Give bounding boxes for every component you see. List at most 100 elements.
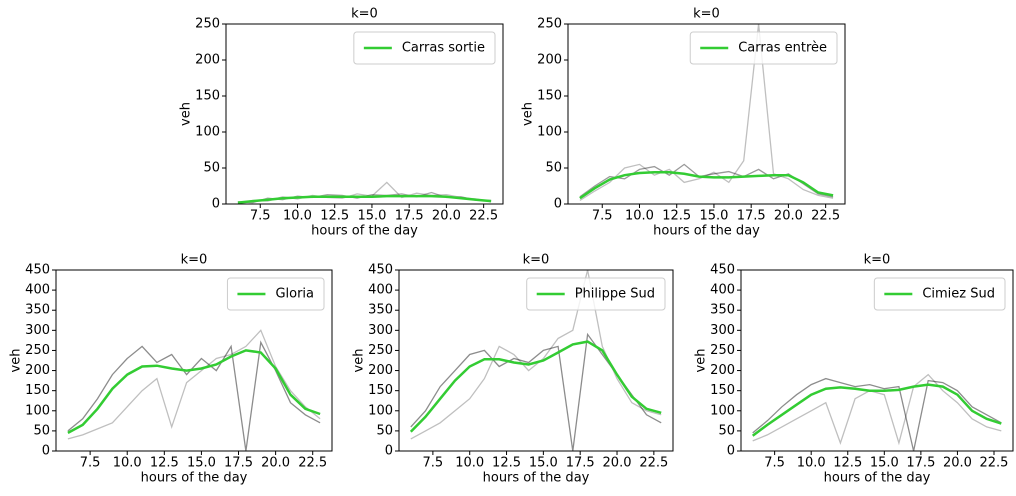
x-tick-label: 15.0 [357,209,386,224]
y-tick-label: 50 [545,161,562,176]
trace-line [410,270,662,440]
x-tick-label: 22.5 [469,209,498,224]
x-tick-label: 20.0 [774,209,803,224]
x-tick-label: 10.0 [625,209,654,224]
legend-label: Philippe Sud [575,287,655,302]
y-tick-label: 0 [554,197,562,212]
trace-line [410,332,662,451]
x-tick-label: 15.0 [529,456,558,471]
y-tick-label: 400 [25,283,50,298]
chart-title: k=0 [523,253,550,268]
axes-frame [567,23,846,205]
x-tick-label: 22.5 [639,456,668,471]
x-tick-label: 7.5 [592,209,613,224]
legend: Philippe Sud [526,277,666,311]
x-axis-label: hours of the day [653,224,760,239]
trace-line [579,24,834,201]
x-tick-label: 22.5 [980,456,1009,471]
legend: Carras entrèe [689,31,838,65]
y-tick-label: 0 [385,444,393,459]
legend: Cimiez Sud [873,277,1006,311]
x-tick-label: 20.0 [603,456,632,471]
legend-label: Carras sortie [402,41,485,56]
legend-label: Carras entrèe [738,41,827,56]
panel: 7.5 10.0 12.5 15.0 17.5 20.0 22.5 0 50 100 150 200 2… [694,253,1014,486]
legend-box [873,277,1006,311]
legend: Gloria [226,277,325,311]
x-tick-label: 15.0 [699,209,728,224]
trace-line [237,181,492,204]
y-tick-label: 250 [25,343,50,358]
y-tick-label: 250 [368,343,393,358]
y-tick-label: 100 [195,125,220,140]
y-tick-label: 450 [710,263,735,278]
y-tick-label: 100 [368,403,393,418]
x-tick-label: 12.5 [662,209,691,224]
x-tick-label: 17.5 [566,456,595,471]
y-tick-label: 350 [368,303,393,318]
y-tick-label: 200 [710,363,735,378]
x-tick-label: 20.0 [943,456,972,471]
x-tick-label: 15.0 [187,456,216,471]
x-tick-label: 17.5 [906,456,935,471]
y-tick-label: 0 [727,444,735,459]
legend-box [226,277,325,311]
x-axis-label: hours of the day [483,471,590,486]
x-tick-label: 10.0 [283,209,312,224]
x-axis-label: hours of the day [824,471,931,486]
y-tick-label: 150 [25,383,50,398]
legend-box [689,31,838,65]
y-axis-label: veh [694,349,709,373]
legend-label: Gloria [275,287,314,302]
x-tick-label: 10.0 [113,456,142,471]
mean-line [237,194,492,204]
axes-frame [225,23,504,205]
x-tick-label: 20.0 [432,209,461,224]
x-tick-label: 22.5 [298,456,327,471]
y-tick-label: 200 [195,53,220,68]
y-axis-label: veh [179,102,194,126]
y-tick-label: 300 [25,323,50,338]
trace-line [752,373,1002,446]
chart-title: k=0 [181,253,208,268]
chart-title: k=0 [693,7,720,22]
x-tick-label: 17.5 [224,456,253,471]
y-axis-label: veh [9,349,24,373]
panel: 7.5 10.0 12.5 15.0 17.5 20.0 22.5 0 50 100 150 200 2… [352,253,674,486]
y-tick-label: 0 [42,444,50,459]
y-tick-label: 400 [710,283,735,298]
mean-line [409,340,662,433]
y-tick-label: 50 [376,423,393,438]
trace-line [67,340,321,451]
axes-frame [398,269,674,452]
y-tick-label: 450 [368,263,393,278]
y-tick-label: 250 [195,17,220,32]
x-tick-label: 12.5 [320,209,349,224]
x-tick-label: 15.0 [870,456,899,471]
chart-title: k=0 [864,253,891,268]
y-tick-label: 350 [710,303,735,318]
y-tick-label: 100 [537,125,562,140]
trace-line [752,377,1002,451]
x-tick-label: 7.5 [764,456,785,471]
axes-frame [740,269,1014,452]
panel: 7.5 10.0 12.5 15.0 17.5 20.0 22.5 0 50 100 150 200 2… [179,7,504,239]
y-tick-label: 300 [710,323,735,338]
x-axis-label: hours of the day [311,224,418,239]
x-tick-label: 17.5 [395,209,424,224]
y-tick-label: 450 [25,263,50,278]
y-tick-label: 200 [25,363,50,378]
legend: Carras sortie [353,31,496,65]
mean-line [579,171,834,200]
legend-box [353,31,496,65]
y-tick-label: 150 [195,89,220,104]
y-tick-label: 50 [33,423,50,438]
x-tick-label: 7.5 [80,456,101,471]
y-tick-label: 250 [537,17,562,32]
y-tick-label: 300 [368,323,393,338]
y-tick-label: 100 [25,403,50,418]
axes-frame [55,269,333,452]
chart-title: k=0 [351,7,378,22]
y-tick-label: 50 [203,161,220,176]
y-tick-label: 100 [710,403,735,418]
